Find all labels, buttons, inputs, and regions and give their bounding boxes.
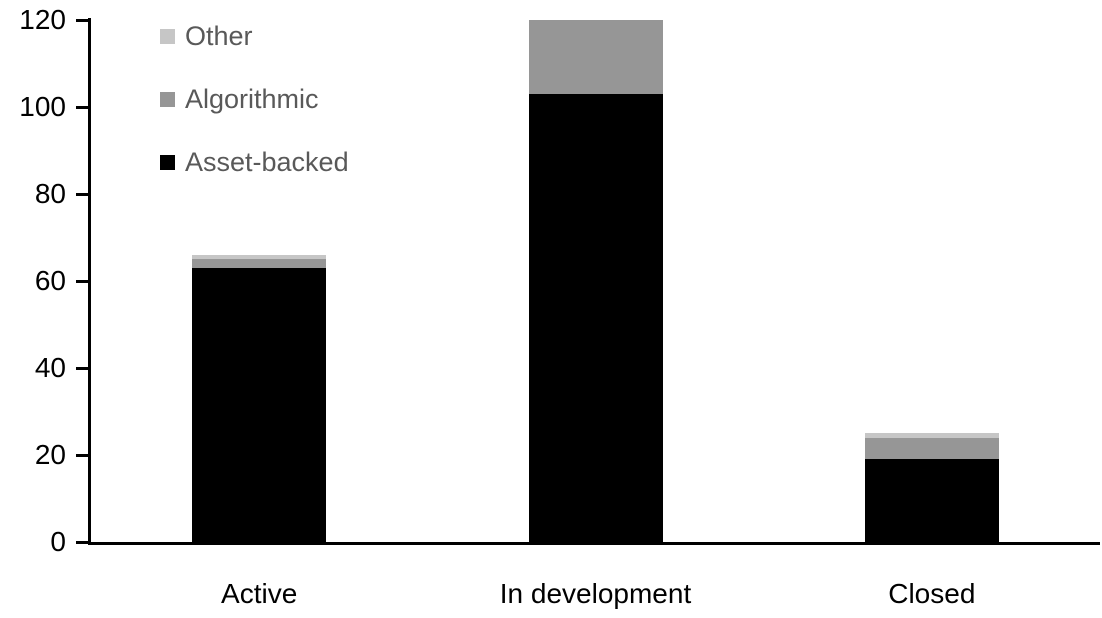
y-tick-mark xyxy=(76,193,88,196)
legend-label: Algorithmic xyxy=(185,84,319,114)
legend-swatch-icon xyxy=(160,91,175,107)
legend-label: Other xyxy=(185,21,253,51)
legend-item: Asset-backed xyxy=(160,146,349,178)
legend-swatch-icon xyxy=(160,154,175,170)
y-tick-label: 40 xyxy=(34,352,66,383)
x-category-label: Active xyxy=(221,578,298,609)
legend-label: Asset-backed xyxy=(185,147,349,177)
y-tick-label: 0 xyxy=(50,526,66,557)
legend-item: Algorithmic xyxy=(160,83,319,115)
bar-segment-algorithmic xyxy=(192,259,327,268)
bar-segment-other xyxy=(192,254,327,260)
bar-segment-asset-backed xyxy=(192,267,327,542)
x-axis-line xyxy=(88,542,1100,545)
y-tick-mark xyxy=(76,280,88,283)
y-tick-label: 100 xyxy=(19,91,66,122)
x-category-label: In development xyxy=(499,578,692,609)
y-tick-mark xyxy=(76,454,88,457)
bar-segment-algorithmic xyxy=(864,437,999,460)
x-category-label: Closed xyxy=(888,578,976,609)
y-tick-mark xyxy=(76,19,88,22)
bar-segment-asset-backed xyxy=(864,459,999,542)
y-tick-label: 20 xyxy=(34,439,66,470)
bar-segment-other xyxy=(864,433,999,438)
y-tick-label: 80 xyxy=(34,178,66,209)
bar-segment-algorithmic xyxy=(528,20,663,94)
legend-swatch-icon xyxy=(160,28,175,44)
legend-item: Other xyxy=(160,20,253,52)
y-tick-label: 60 xyxy=(34,265,66,296)
y-tick-mark xyxy=(76,106,88,109)
y-tick-mark xyxy=(76,541,88,544)
y-tick-label: 120 xyxy=(19,4,66,35)
y-tick-mark xyxy=(76,367,88,370)
bar-segment-asset-backed xyxy=(528,93,663,542)
y-axis-line xyxy=(88,18,91,545)
